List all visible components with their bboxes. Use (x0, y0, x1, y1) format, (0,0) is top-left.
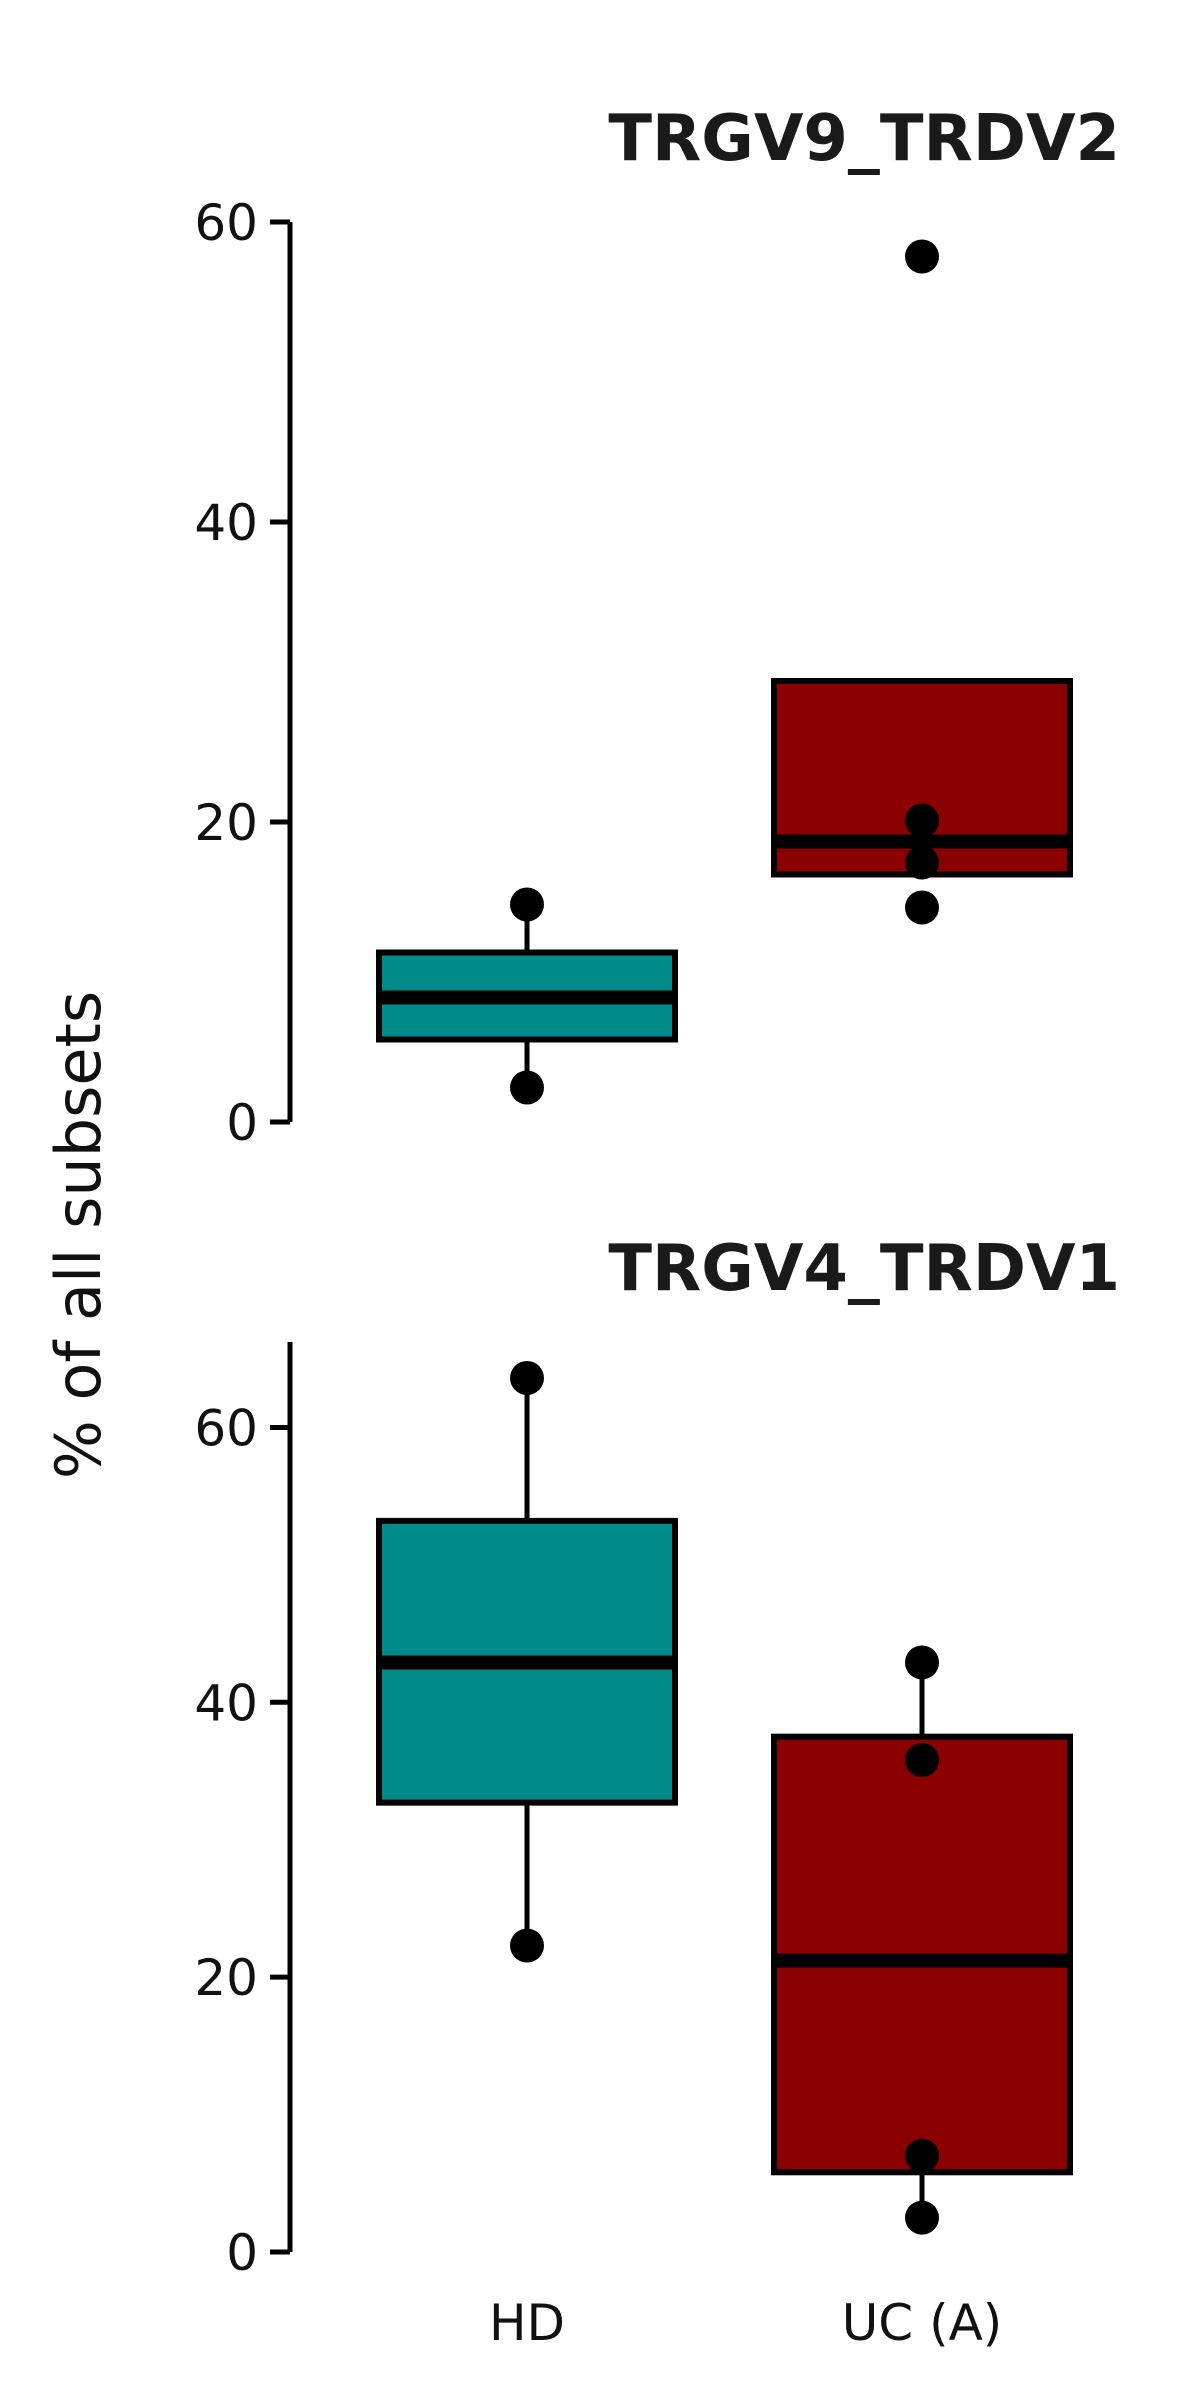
data-point (510, 887, 544, 922)
panel-2: TRGV4_TRDV1 0 20 40 60 HD UC (A) (194, 1232, 1120, 2352)
panel-title: TRGV9_TRDV2 (608, 102, 1120, 176)
data-point (905, 803, 939, 838)
data-point (905, 845, 939, 880)
y-tick-label: 40 (194, 1674, 258, 1732)
y-tick-label: 20 (194, 1949, 258, 2007)
data-point (510, 1070, 544, 1105)
data-point (905, 1645, 939, 1680)
y-tick-label: 40 (194, 494, 258, 552)
data-point (905, 890, 939, 925)
data-point (905, 239, 939, 274)
y-tick-label: 60 (194, 194, 258, 252)
y-tick-label: 20 (194, 794, 258, 852)
data-point (510, 1360, 544, 1395)
data-point (905, 2200, 939, 2235)
y-tick-label: 0 (226, 2224, 258, 2282)
data-point (510, 1928, 544, 1963)
y-tick-label: 60 (194, 1399, 258, 1457)
data-point (905, 1743, 939, 1778)
panel-1: TRGV9_TRDV2 0 20 40 60 (194, 102, 1120, 1152)
y-axis-label: % of all subsets (42, 991, 115, 1479)
x-category-label: UC (A) (842, 2294, 1003, 2352)
x-category-label: HD (489, 2294, 565, 2352)
panel-title: TRGV4_TRDV1 (608, 1232, 1120, 1306)
panels: TRGV9_TRDV2 0 20 40 60 TRGV4_TRDV1 0 20 40 60 HD UC… (194, 102, 1120, 2352)
data-point (905, 2138, 939, 2173)
y-tick-label: 0 (226, 1094, 258, 1152)
